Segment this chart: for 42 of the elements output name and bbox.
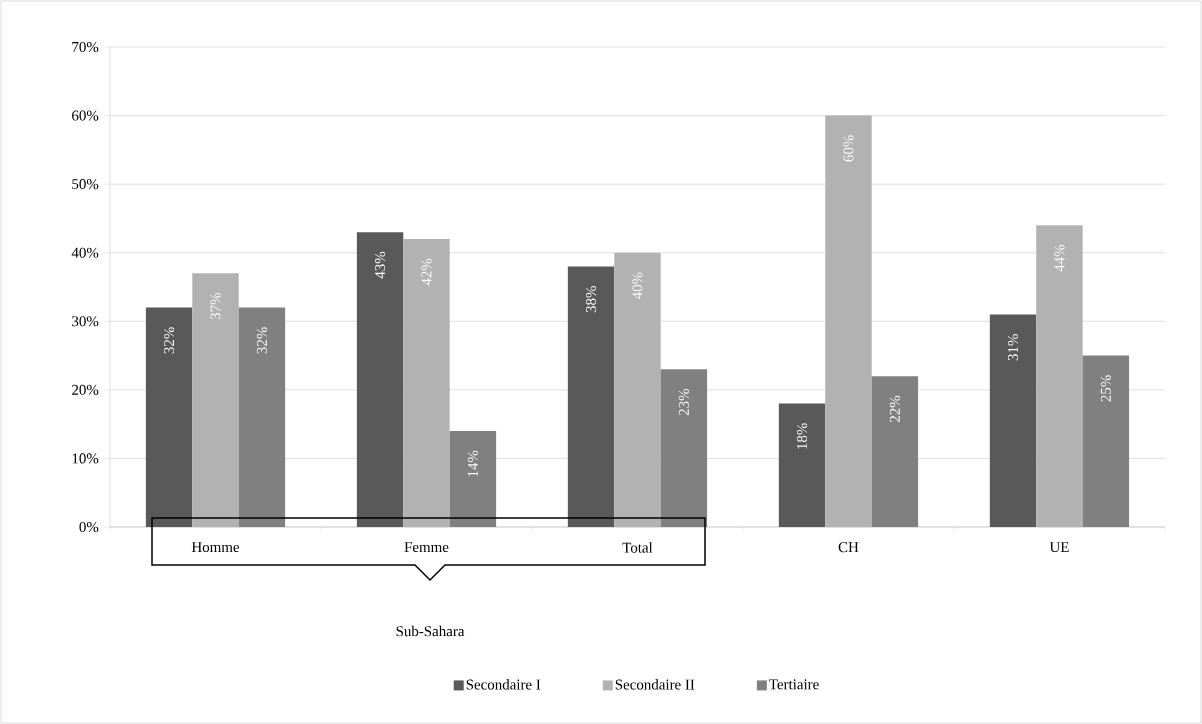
bar — [1082, 355, 1130, 527]
data-label: 42% — [421, 258, 432, 286]
bar — [660, 369, 708, 527]
y-tick-label: 0% — [79, 521, 99, 533]
bar — [449, 431, 497, 527]
legend-label: Secondaire II — [615, 679, 695, 690]
y-tick-label: 20% — [72, 384, 99, 395]
data-label: 23% — [678, 388, 689, 416]
data-label: 60% — [843, 135, 854, 162]
x-tick-label: Total — [622, 542, 653, 553]
bar — [989, 314, 1037, 527]
x-tick-label: Femme — [404, 542, 449, 553]
legend-label: Secondaire I — [466, 679, 541, 690]
data-label: 32% — [164, 327, 175, 354]
data-label: 38% — [585, 286, 597, 313]
x-tick-label: CH — [838, 542, 859, 553]
bar — [145, 307, 193, 527]
text: Sub-Sahara — [396, 625, 465, 637]
x-tick-label: UE — [1049, 542, 1069, 553]
data-label: 18% — [796, 423, 808, 449]
data-label: 22% — [889, 395, 900, 423]
y-tick-label: 70% — [72, 41, 99, 53]
bar — [871, 376, 919, 527]
y-tick-label: 50% — [72, 179, 99, 190]
bar — [567, 266, 615, 527]
y-tick-label: 40% — [71, 247, 99, 258]
y-tick-label: 60% — [72, 110, 99, 121]
bar — [238, 307, 286, 527]
data-label: 32% — [256, 327, 267, 354]
data-label: 37% — [210, 292, 221, 320]
data-label: 40% — [632, 272, 643, 299]
bar — [778, 403, 826, 527]
bar — [356, 232, 404, 527]
data-label: 44% — [1054, 244, 1065, 272]
data-label: 25% — [1100, 375, 1111, 402]
legend-label: Tertiaire — [769, 679, 819, 690]
y-tick-label: 30% — [72, 316, 99, 327]
y-tick-label: 10% — [72, 453, 99, 464]
data-label: 14% — [467, 450, 478, 477]
x-tick-label: Homme — [191, 542, 240, 553]
data-label: 31% — [1007, 334, 1019, 361]
data-label: 43% — [375, 251, 386, 279]
